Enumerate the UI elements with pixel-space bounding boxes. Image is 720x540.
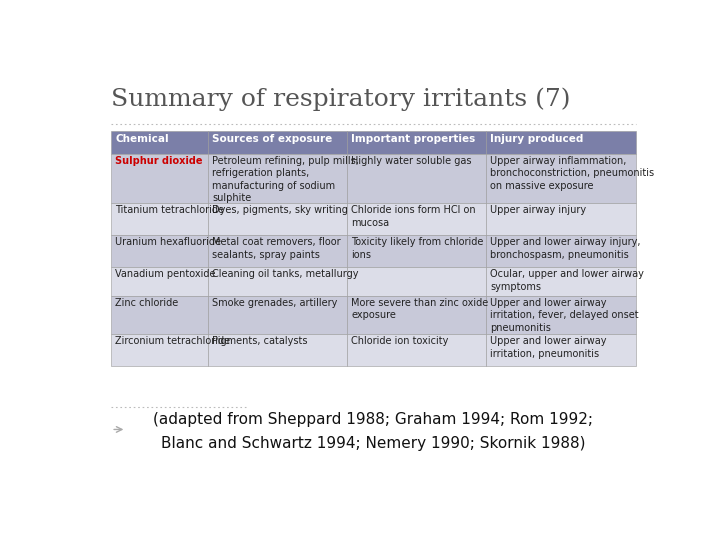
Text: Toxicity likely from chloride
ions: Toxicity likely from chloride ions	[351, 237, 484, 260]
Bar	[347, 154, 486, 203]
Text: Upper and lower airway
irritation, pneumonitis: Upper and lower airway irritation, pneum…	[490, 336, 607, 359]
Bar	[347, 296, 486, 334]
Bar	[111, 296, 208, 334]
Bar	[111, 154, 208, 203]
Bar	[486, 296, 636, 334]
Text: Petroleum refining, pulp mills,
refrigeration plants,
manufacturing of sodium
su: Petroleum refining, pulp mills, refriger…	[212, 156, 359, 203]
Bar	[208, 296, 347, 334]
Text: Upper and lower airway injury,
bronchospasm, pneumonitis: Upper and lower airway injury, bronchosp…	[490, 237, 641, 260]
Text: Zirconium tetrachloride: Zirconium tetrachloride	[115, 336, 230, 346]
Bar	[486, 203, 636, 235]
Text: Highly water soluble gas: Highly water soluble gas	[351, 156, 472, 166]
Bar	[111, 267, 208, 296]
Bar	[486, 154, 636, 203]
Bar	[208, 235, 347, 267]
Bar	[486, 131, 636, 154]
Bar	[208, 267, 347, 296]
Text: Chloride ions form HCl on
mucosa: Chloride ions form HCl on mucosa	[351, 205, 476, 228]
Text: Uranium hexafluoride: Uranium hexafluoride	[115, 237, 221, 247]
Text: Metal coat removers, floor
sealants, spray paints: Metal coat removers, floor sealants, spr…	[212, 237, 341, 260]
Text: Smoke grenades, artillery: Smoke grenades, artillery	[212, 298, 338, 308]
Bar	[208, 154, 347, 203]
Text: Sulphur dioxide: Sulphur dioxide	[115, 156, 202, 166]
Text: Vanadium pentoxide: Vanadium pentoxide	[115, 269, 215, 279]
Bar	[486, 267, 636, 296]
Text: (adapted from Sheppard 1988; Graham 1994; Rom 1992;: (adapted from Sheppard 1988; Graham 1994…	[153, 411, 593, 427]
Bar	[208, 131, 347, 154]
Bar	[347, 334, 486, 366]
Bar	[486, 334, 636, 366]
Bar	[347, 267, 486, 296]
Text: Sources of exposure: Sources of exposure	[212, 134, 333, 144]
Text: Chloride ion toxicity: Chloride ion toxicity	[351, 336, 449, 346]
Text: Dyes, pigments, sky writing: Dyes, pigments, sky writing	[212, 205, 348, 215]
Text: Upper airway inflammation,
bronchoconstriction, pneumonitis
on massive exposure: Upper airway inflammation, bronchoconstr…	[490, 156, 654, 191]
Bar	[347, 203, 486, 235]
Text: More severe than zinc oxide
exposure: More severe than zinc oxide exposure	[351, 298, 488, 320]
Text: Ocular, upper and lower airway
symptoms: Ocular, upper and lower airway symptoms	[490, 269, 644, 292]
Text: Important properties: Important properties	[351, 134, 475, 144]
Bar	[111, 131, 208, 154]
Text: Upper and lower airway
irritation, fever, delayed onset
pneumonitis: Upper and lower airway irritation, fever…	[490, 298, 639, 333]
Text: Injury produced: Injury produced	[490, 134, 583, 144]
Text: Zinc chloride: Zinc chloride	[115, 298, 179, 308]
Bar	[347, 131, 486, 154]
Bar	[347, 235, 486, 267]
Text: Cleaning oil tanks, metallurgy: Cleaning oil tanks, metallurgy	[212, 269, 359, 279]
Bar	[208, 203, 347, 235]
Bar	[111, 334, 208, 366]
Bar	[486, 235, 636, 267]
Text: Titanium tetrachloride: Titanium tetrachloride	[115, 205, 224, 215]
Bar	[208, 334, 347, 366]
Text: Summary of respiratory irritants (7): Summary of respiratory irritants (7)	[111, 87, 571, 111]
Text: Pigments, catalysts: Pigments, catalysts	[212, 336, 307, 346]
Text: Blanc and Schwartz 1994; Nemery 1990; Skornik 1988): Blanc and Schwartz 1994; Nemery 1990; Sk…	[161, 436, 585, 451]
Text: Chemical: Chemical	[115, 134, 168, 144]
Text: Upper airway injury: Upper airway injury	[490, 205, 586, 215]
Bar	[111, 203, 208, 235]
Bar	[111, 235, 208, 267]
